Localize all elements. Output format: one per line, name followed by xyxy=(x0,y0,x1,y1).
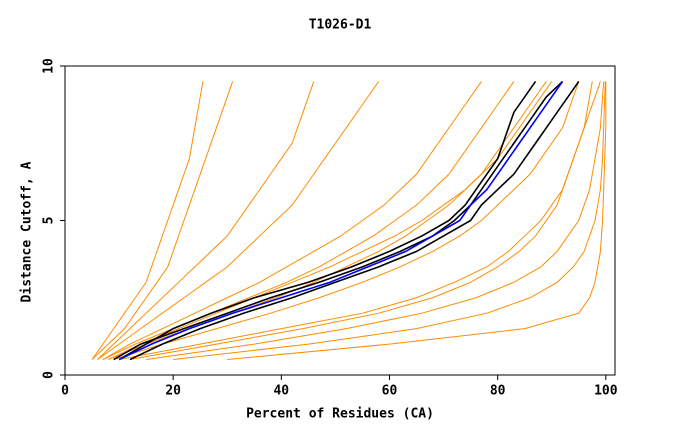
series-line xyxy=(102,81,482,360)
plot-frame xyxy=(64,65,616,376)
series-line xyxy=(108,81,547,361)
x-tick-label: 0 xyxy=(61,384,69,399)
series-line xyxy=(97,81,315,360)
series-line xyxy=(129,81,593,361)
x-tick-label: 60 xyxy=(382,384,398,399)
y-tick-label: 0 xyxy=(42,371,57,379)
chart-title: T1026-D1 xyxy=(309,18,372,33)
series-line xyxy=(113,80,564,361)
y-tick-label: 5 xyxy=(42,217,57,225)
x-tick-label: 40 xyxy=(273,384,289,399)
series-line xyxy=(129,80,580,361)
series-line xyxy=(91,81,234,360)
x-tick-label: 20 xyxy=(165,384,181,399)
series-line xyxy=(113,81,580,361)
x-tick-label: 100 xyxy=(594,384,618,399)
series-line xyxy=(173,81,606,361)
series-line xyxy=(91,81,204,360)
series-line xyxy=(227,81,607,361)
x-axis-label: Percent of Residues (CA) xyxy=(246,407,434,422)
series-line xyxy=(146,81,605,361)
series-line xyxy=(97,81,380,360)
series-line xyxy=(118,80,564,361)
series-line xyxy=(118,80,537,361)
y-axis-label: Distance Cutoff, A xyxy=(20,161,35,302)
y-tick-label: 10 xyxy=(42,58,57,74)
x-tick-label: 80 xyxy=(490,384,506,399)
